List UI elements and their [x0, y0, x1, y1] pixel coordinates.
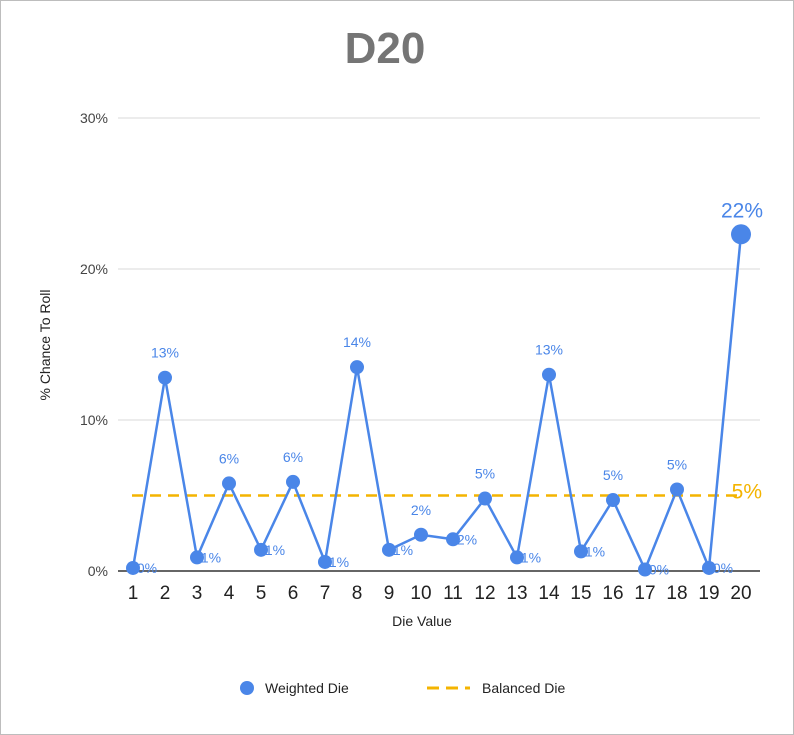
data-label: 1%	[201, 549, 221, 565]
data-point	[478, 491, 492, 506]
x-tick-label: 14	[538, 583, 560, 604]
data-label: 0%	[713, 560, 733, 576]
balanced-die-label: 5%	[732, 481, 762, 504]
x-tick-label: 3	[192, 583, 203, 604]
data-label: 14%	[343, 334, 371, 350]
chart-title: D20	[345, 24, 426, 73]
x-tick-label: 20	[730, 583, 751, 604]
x-tick-label: 10	[410, 583, 431, 604]
x-axis-ticks: 1 2 3 4 5 6 7 8 9 10 11 12 13 14 15 16 17 18 19 20	[128, 583, 752, 604]
data-label: 5%	[667, 456, 687, 472]
data-label: 22%	[721, 199, 763, 222]
weighted-die-series: 0% 13% 1% 6% 1% 6% 1% 14% 1% 2% 2% 5% 1% 13% 1% 5% 0% 5% 0…	[126, 199, 763, 577]
data-point	[574, 544, 588, 559]
x-tick-label: 15	[570, 583, 591, 604]
y-axis-ticks: 0% 10% 20% 30%	[80, 110, 108, 579]
data-label: 13%	[535, 342, 563, 358]
data-point	[414, 527, 428, 542]
x-tick-label: 11	[443, 583, 463, 604]
gridlines	[118, 117, 760, 572]
y-tick-label: 30%	[80, 110, 108, 126]
data-label: 1%	[585, 543, 605, 559]
data-label: 1%	[521, 549, 541, 565]
data-point	[222, 476, 236, 491]
balanced-die-series: 5%	[132, 481, 762, 504]
data-label: 0%	[649, 561, 669, 577]
x-tick-label: 13	[506, 583, 527, 604]
legend-weighted-marker	[240, 681, 254, 695]
data-label: 1%	[329, 554, 349, 570]
data-point	[510, 550, 524, 565]
y-tick-label: 10%	[80, 412, 108, 428]
data-point	[731, 224, 751, 245]
x-axis-title: Die Value	[392, 613, 452, 629]
legend: Weighted Die Balanced Die	[240, 680, 565, 696]
x-tick-label: 9	[384, 583, 395, 604]
data-point	[318, 554, 332, 569]
x-tick-label: 2	[160, 583, 171, 604]
x-tick-label: 17	[634, 583, 655, 604]
x-tick-label: 1	[128, 583, 139, 604]
x-tick-label: 5	[256, 583, 267, 604]
data-label: 6%	[283, 449, 303, 465]
x-tick-label: 7	[320, 583, 331, 604]
data-point	[126, 560, 140, 575]
data-point	[382, 542, 396, 557]
data-point	[606, 493, 620, 508]
data-label: 2%	[457, 531, 477, 547]
x-tick-label: 4	[224, 583, 235, 604]
data-label: 5%	[603, 467, 623, 483]
y-tick-label: 0%	[88, 563, 108, 579]
data-point	[158, 370, 172, 385]
data-point	[638, 562, 652, 577]
x-tick-label: 6	[288, 583, 299, 604]
x-tick-label: 19	[698, 583, 719, 604]
x-tick-label: 12	[474, 583, 495, 604]
data-label: 6%	[219, 450, 239, 466]
data-label: 13%	[151, 345, 179, 361]
x-tick-label: 8	[352, 583, 363, 604]
legend-balanced-label: Balanced Die	[482, 680, 565, 696]
legend-weighted-label: Weighted Die	[265, 680, 349, 696]
weighted-die-line	[131, 234, 743, 573]
data-label: 2%	[411, 502, 431, 518]
data-point	[350, 360, 364, 375]
data-point	[670, 482, 684, 497]
data-point	[286, 474, 300, 489]
data-point	[446, 532, 460, 547]
data-point	[190, 550, 204, 565]
y-axis-title: % Chance To Roll	[37, 289, 53, 400]
data-label: 1%	[393, 542, 413, 558]
x-tick-label: 16	[602, 583, 623, 604]
y-tick-label: 20%	[80, 261, 108, 277]
data-label: 1%	[265, 542, 285, 558]
x-tick-label: 18	[666, 583, 687, 604]
data-label: 0%	[137, 560, 157, 576]
data-point	[702, 560, 716, 575]
data-point	[254, 542, 268, 557]
data-label: 5%	[475, 466, 495, 482]
data-point	[542, 367, 556, 382]
